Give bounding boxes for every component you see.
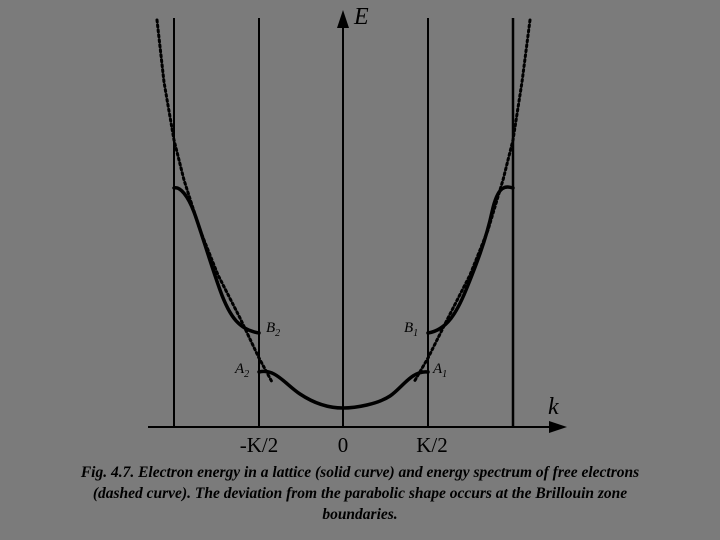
point-label-b2: B2 [266,320,280,339]
caption-line-2: (dashed curve). The deviation from the p… [92,485,628,502]
lattice-band-upper-left [172,186,261,335]
caption-line-1: Fig. 4.7. Electron energy in a lattice (… [80,464,640,481]
point-label-b1: B1 [404,320,418,339]
point-label-a2-main: A [234,361,245,377]
tick-label-zero: 0 [338,433,349,457]
point-label-b2-main: B [266,320,275,336]
wavevector-axis-arrow [549,421,567,433]
energy-axis-label: E [353,4,369,30]
wavevector-axis-label: k [548,394,559,420]
figure-caption: Fig. 4.7. Electron energy in a lattice (… [0,462,720,525]
point-label-b1-sub: 1 [413,328,418,339]
energy-axis-arrow [337,10,349,28]
point-label-a1-sub: 1 [442,369,447,380]
point-label-b1-main: B [404,320,413,336]
point-label-b2-sub: 2 [275,328,280,339]
tick-label-pos-half-k: K/2 [416,433,448,457]
point-label-a1-main: A [432,361,443,377]
point-label-a2: A2 [234,361,249,380]
caption-line-3: boundaries. [322,506,398,523]
point-label-a1: A1 [432,361,447,380]
band-diagram: E k -K/2 0 K/2 B2 A2 B1 A1 [148,4,567,457]
lattice-band-upper-right [426,185,515,335]
lattice-band-lower [257,369,430,410]
tick-label-neg-half-k: -K/2 [240,433,279,457]
point-label-a2-sub: 2 [244,369,249,380]
